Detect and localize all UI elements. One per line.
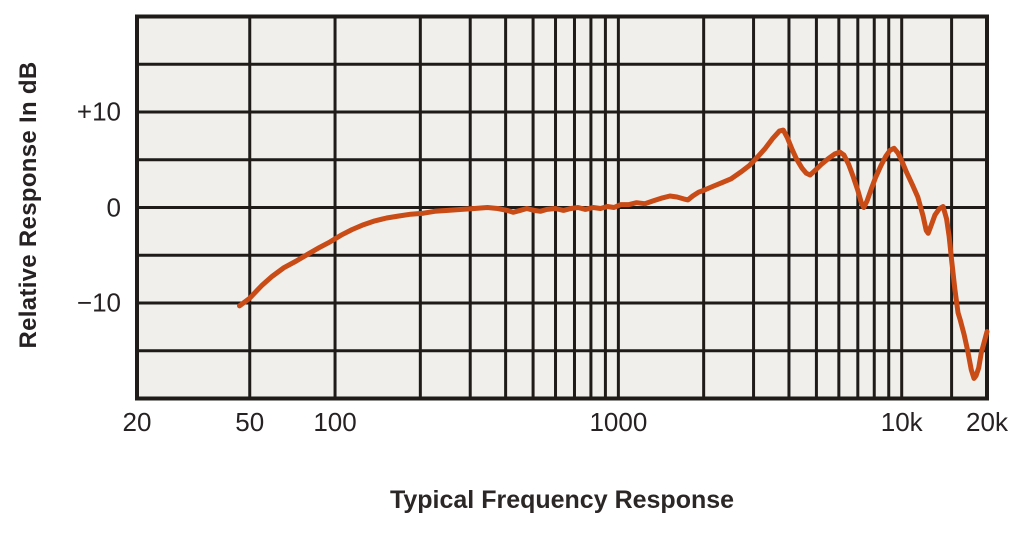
y-tick-label: −10 [76, 287, 121, 318]
x-tick-label: 20 [122, 407, 152, 437]
y-axis-title: Relative Response In dB [15, 61, 42, 349]
y-tick-label: 0 [106, 192, 121, 222]
x-tick-label: 20k [966, 407, 1008, 437]
x-tick-label: 10k [880, 407, 923, 437]
x-tick-label: 100 [313, 407, 357, 437]
chart-title: Typical Frequency Response [389, 486, 735, 514]
plot-border [135, 14, 989, 401]
y-tick-label: +10 [76, 96, 121, 127]
response-curve [237, 127, 990, 381]
x-tick-label: 50 [235, 407, 265, 437]
x-tick-label: 1000 [589, 407, 648, 437]
